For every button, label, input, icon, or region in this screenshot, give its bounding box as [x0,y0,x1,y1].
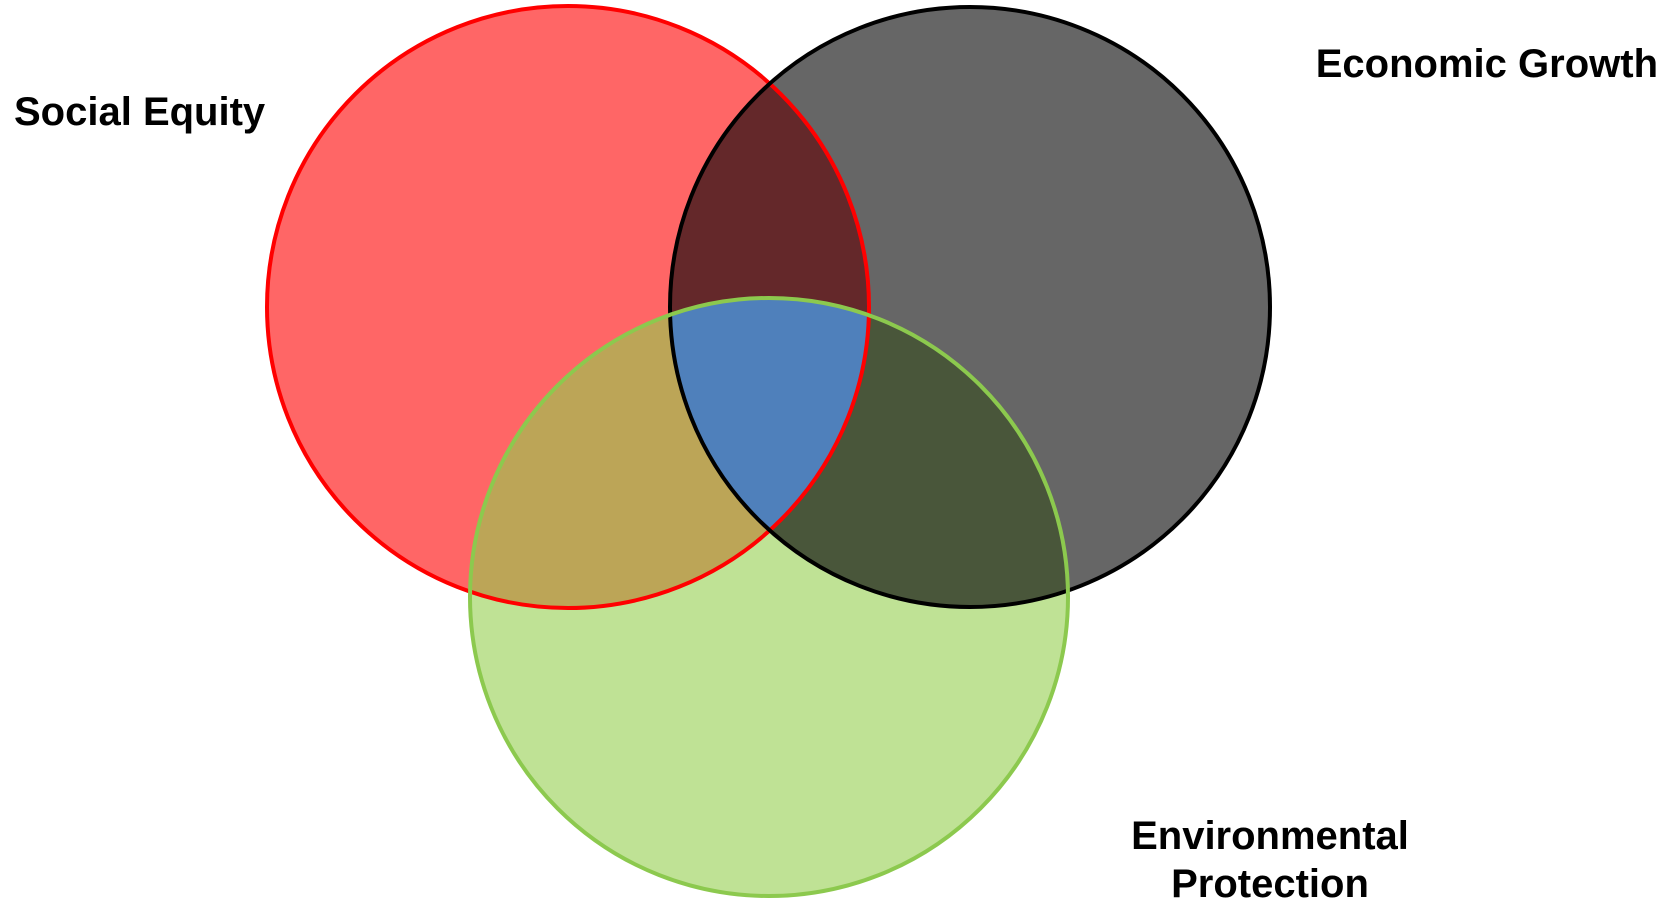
environmental-label-line1: Environmental [1131,814,1409,858]
environmental-label-line2: Protection [1171,862,1369,906]
economic-growth-outline [668,5,1272,609]
economic-growth-label: Economic Growth [1315,42,1658,86]
environmental-protection-label: Environmental Protection [1100,812,1440,908]
social-equity-label: Social Equity [14,90,266,134]
environmental-protection-outline [468,296,1070,898]
social-equity-outline [265,4,871,610]
